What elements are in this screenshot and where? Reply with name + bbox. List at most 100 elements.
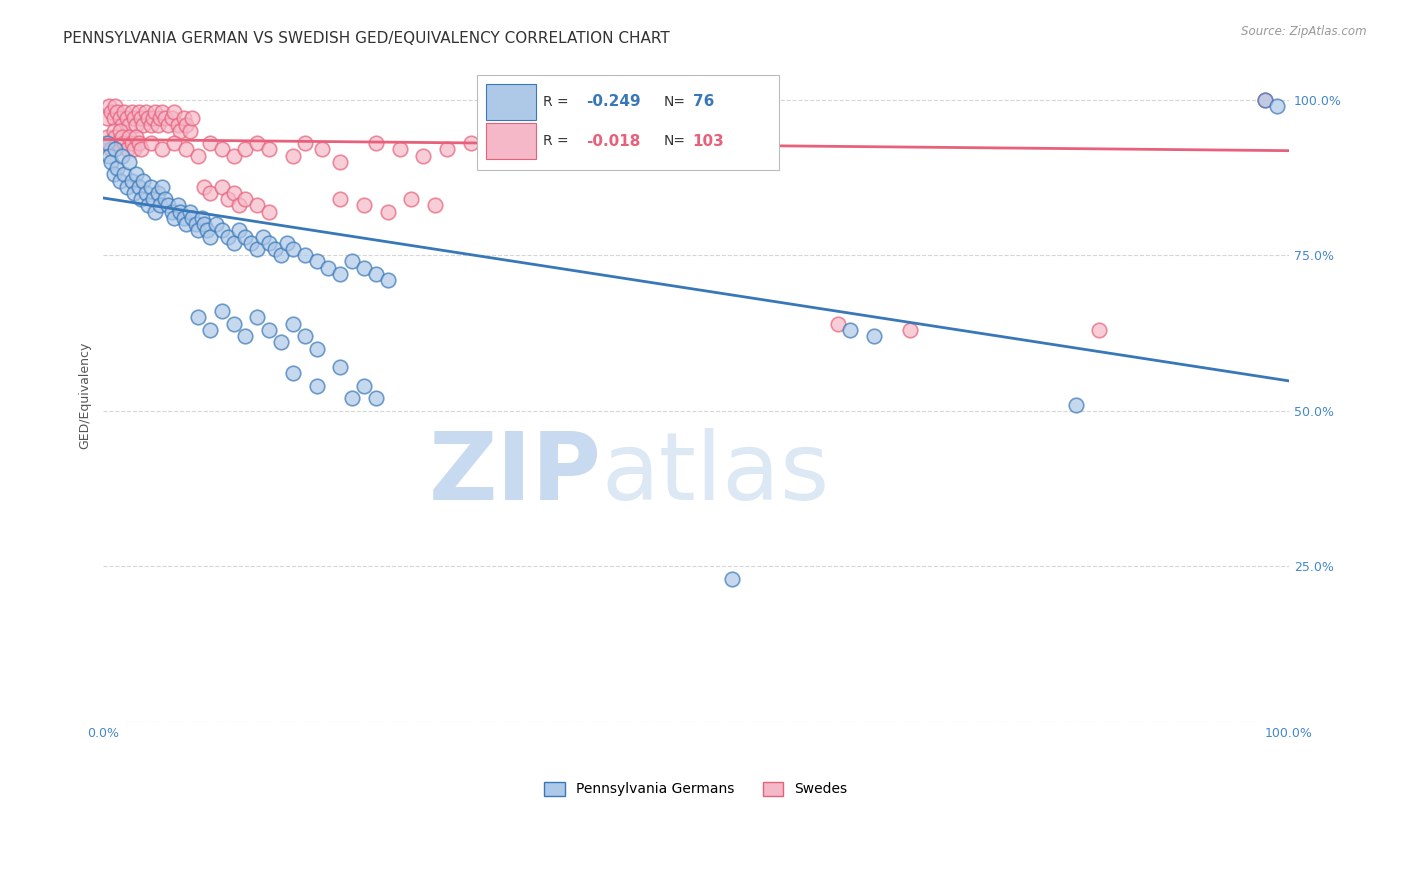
Point — [1064, 398, 1087, 412]
Text: Source: ZipAtlas.com: Source: ZipAtlas.com — [1241, 25, 1367, 38]
Point — [179, 204, 201, 219]
Point — [112, 167, 135, 181]
Point — [198, 136, 221, 151]
Point — [139, 118, 162, 132]
Point — [128, 105, 150, 120]
Point — [96, 112, 118, 126]
Point — [257, 143, 280, 157]
Point — [105, 105, 128, 120]
Point — [235, 143, 257, 157]
Point — [187, 148, 209, 162]
Point — [222, 148, 245, 162]
Point — [211, 179, 233, 194]
Point — [1088, 323, 1111, 337]
Point — [112, 136, 135, 151]
Point — [96, 130, 118, 145]
Text: 103: 103 — [693, 134, 724, 149]
Point — [173, 112, 195, 126]
Point — [228, 198, 250, 212]
Point — [257, 204, 280, 219]
FancyBboxPatch shape — [486, 84, 536, 120]
Text: R =: R = — [543, 134, 574, 148]
Point — [204, 217, 226, 231]
Point — [198, 229, 221, 244]
Point — [460, 136, 482, 151]
Point — [150, 143, 173, 157]
Point — [217, 229, 239, 244]
Point — [353, 198, 375, 212]
Point — [163, 136, 186, 151]
Point — [484, 148, 506, 162]
Point — [211, 223, 233, 237]
Point — [100, 143, 122, 157]
Point — [246, 198, 269, 212]
Point — [318, 260, 340, 275]
Point — [839, 323, 862, 337]
Point — [132, 173, 155, 187]
Point — [153, 192, 176, 206]
Point — [311, 143, 333, 157]
Point — [1265, 99, 1288, 113]
Point — [149, 198, 172, 212]
Point — [294, 329, 316, 343]
Point — [139, 136, 162, 151]
Point — [340, 254, 363, 268]
Point — [246, 242, 269, 256]
Text: atlas: atlas — [602, 427, 830, 520]
Point — [281, 242, 304, 256]
Point — [179, 124, 201, 138]
Point — [139, 179, 162, 194]
Point — [423, 198, 446, 212]
Point — [174, 217, 197, 231]
Point — [136, 112, 159, 126]
Text: -0.018: -0.018 — [586, 134, 640, 149]
Point — [143, 204, 166, 219]
Point — [246, 310, 269, 325]
Point — [181, 211, 204, 225]
Point — [898, 323, 921, 337]
Y-axis label: GED/Equivalency: GED/Equivalency — [79, 342, 91, 449]
Point — [412, 148, 434, 162]
Point — [125, 118, 148, 132]
Point — [530, 148, 553, 162]
Point — [1254, 93, 1277, 107]
Point — [305, 379, 328, 393]
Point — [222, 186, 245, 200]
Point — [129, 192, 152, 206]
Point — [103, 112, 125, 126]
Point — [294, 248, 316, 262]
Point — [135, 186, 157, 200]
Point — [305, 254, 328, 268]
Point — [157, 118, 180, 132]
Point — [305, 342, 328, 356]
Point — [252, 229, 274, 244]
Point — [163, 105, 186, 120]
Point — [136, 198, 159, 212]
Legend: Pennsylvania Germans, Swedes: Pennsylvania Germans, Swedes — [537, 774, 855, 804]
Point — [240, 235, 263, 250]
Point — [125, 167, 148, 181]
Point — [112, 105, 135, 120]
Point — [264, 242, 287, 256]
Point — [187, 223, 209, 237]
Point — [554, 136, 576, 151]
Point — [184, 217, 207, 231]
Point — [105, 161, 128, 175]
Point — [163, 211, 186, 225]
Point — [222, 317, 245, 331]
Point — [121, 173, 143, 187]
Point — [122, 143, 145, 157]
Text: R =: R = — [543, 95, 574, 109]
Point — [166, 198, 188, 212]
Point — [353, 379, 375, 393]
Point — [149, 112, 172, 126]
FancyBboxPatch shape — [486, 123, 536, 160]
Point — [211, 304, 233, 318]
Point — [228, 223, 250, 237]
Point — [235, 329, 257, 343]
Point — [125, 130, 148, 145]
Point — [142, 112, 165, 126]
Point — [1254, 93, 1277, 107]
Point — [108, 112, 131, 126]
Point — [100, 154, 122, 169]
